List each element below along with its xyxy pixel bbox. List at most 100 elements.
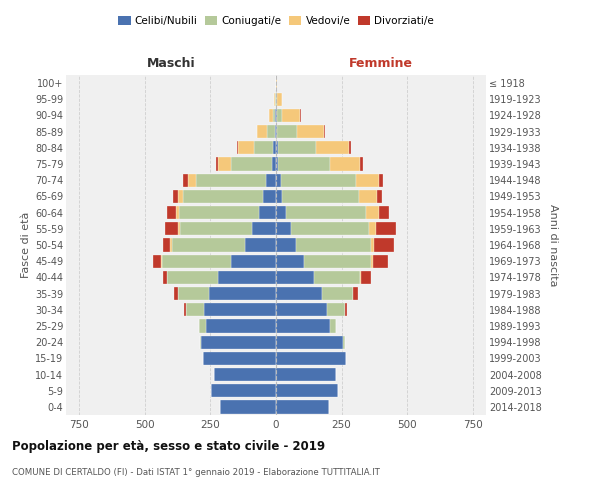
Bar [359,190,377,203]
Bar [304,254,371,268]
Bar [277,125,297,138]
Bar [276,368,336,381]
Bar [196,174,265,187]
Bar [173,190,178,203]
Bar [263,190,276,203]
Bar [154,254,161,268]
Bar [201,336,276,349]
Bar [360,270,361,284]
Bar [184,303,186,316]
Text: COMUNE DI CERTALDO (FI) - Dati ISTAT 1° gennaio 2019 - Elaborazione TUTTITALIA.I: COMUNE DI CERTALDO (FI) - Dati ISTAT 1° … [12,468,380,477]
Bar [377,190,382,203]
Bar [199,320,206,332]
Bar [162,254,232,268]
Bar [349,141,350,154]
Bar [206,320,276,332]
Bar [379,206,389,220]
Bar [268,125,275,138]
Bar [161,254,162,268]
Bar [272,158,276,170]
Bar [238,141,254,154]
Bar [371,238,374,252]
Bar [259,206,276,220]
Bar [353,287,358,300]
Bar [276,174,281,187]
Bar [174,287,178,300]
Bar [327,303,345,316]
Bar [170,238,172,252]
Bar [163,238,170,252]
Bar [276,384,338,398]
Bar [283,109,300,122]
Bar [276,238,296,252]
Bar [269,109,274,122]
Bar [368,222,376,235]
Bar [180,222,253,235]
Bar [163,270,167,284]
Bar [376,222,396,235]
Y-axis label: Anni di nascita: Anni di nascita [548,204,558,286]
Bar [254,141,274,154]
Bar [179,206,259,220]
Bar [343,336,345,349]
Bar [232,254,276,268]
Bar [276,222,291,235]
Bar [276,336,343,349]
Bar [275,125,276,138]
Bar [286,206,366,220]
Text: Popolazione per età, sesso e stato civile - 2019: Popolazione per età, sesso e stato civil… [12,440,325,453]
Bar [274,92,275,106]
Bar [276,141,278,154]
Bar [257,125,268,138]
Bar [276,190,282,203]
Bar [278,158,329,170]
Bar [346,303,347,316]
Bar [178,222,180,235]
Bar [282,190,359,203]
Bar [366,206,379,220]
Bar [183,190,263,203]
Legend: Celibi/Nubili, Coniugati/e, Vedovi/e, Divorziati/e: Celibi/Nubili, Coniugati/e, Vedovi/e, Di… [114,12,438,30]
Bar [183,174,188,187]
Bar [178,287,209,300]
Bar [329,158,360,170]
Bar [209,287,276,300]
Bar [276,125,277,138]
Bar [200,336,201,349]
Bar [277,109,282,122]
Bar [277,92,282,106]
Bar [276,287,322,300]
Bar [276,206,286,220]
Bar [276,254,304,268]
Bar [253,222,276,235]
Bar [276,158,278,170]
Bar [314,270,360,284]
Bar [361,270,371,284]
Bar [186,303,204,316]
Bar [176,206,179,220]
Text: Femmine: Femmine [349,57,413,70]
Bar [265,174,276,187]
Bar [218,270,276,284]
Bar [297,125,325,138]
Bar [276,320,330,332]
Bar [232,158,272,170]
Bar [356,174,379,187]
Y-axis label: Fasce di età: Fasce di età [20,212,31,278]
Bar [276,270,314,284]
Bar [278,141,316,154]
Text: Maschi: Maschi [146,57,196,70]
Bar [291,222,368,235]
Bar [203,352,276,365]
Bar [371,254,373,268]
Bar [214,368,276,381]
Bar [215,158,218,170]
Bar [379,174,383,187]
Bar [360,158,363,170]
Bar [316,141,349,154]
Bar [274,109,275,122]
Bar [373,254,388,268]
Bar [245,238,276,252]
Bar [218,158,232,170]
Bar [172,238,245,252]
